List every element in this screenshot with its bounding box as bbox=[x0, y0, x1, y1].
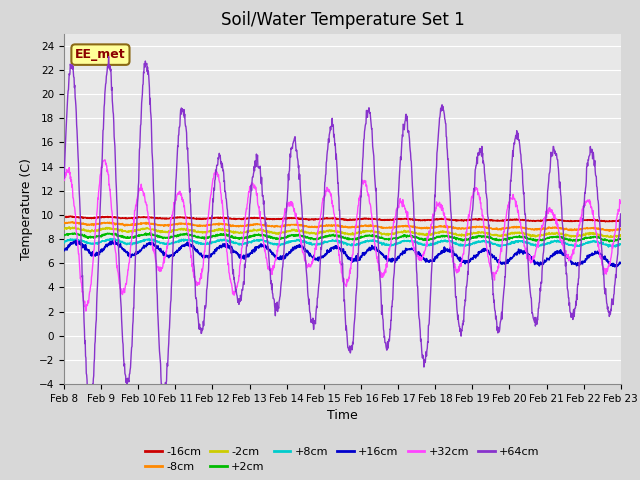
Title: Soil/Water Temperature Set 1: Soil/Water Temperature Set 1 bbox=[221, 11, 464, 29]
X-axis label: Time: Time bbox=[327, 409, 358, 422]
Text: EE_met: EE_met bbox=[75, 48, 126, 61]
Legend: -16cm, -8cm, -2cm, +2cm, +8cm, +16cm, +32cm, +64cm: -16cm, -8cm, -2cm, +2cm, +8cm, +16cm, +3… bbox=[141, 442, 544, 477]
Y-axis label: Temperature (C): Temperature (C) bbox=[20, 158, 33, 260]
